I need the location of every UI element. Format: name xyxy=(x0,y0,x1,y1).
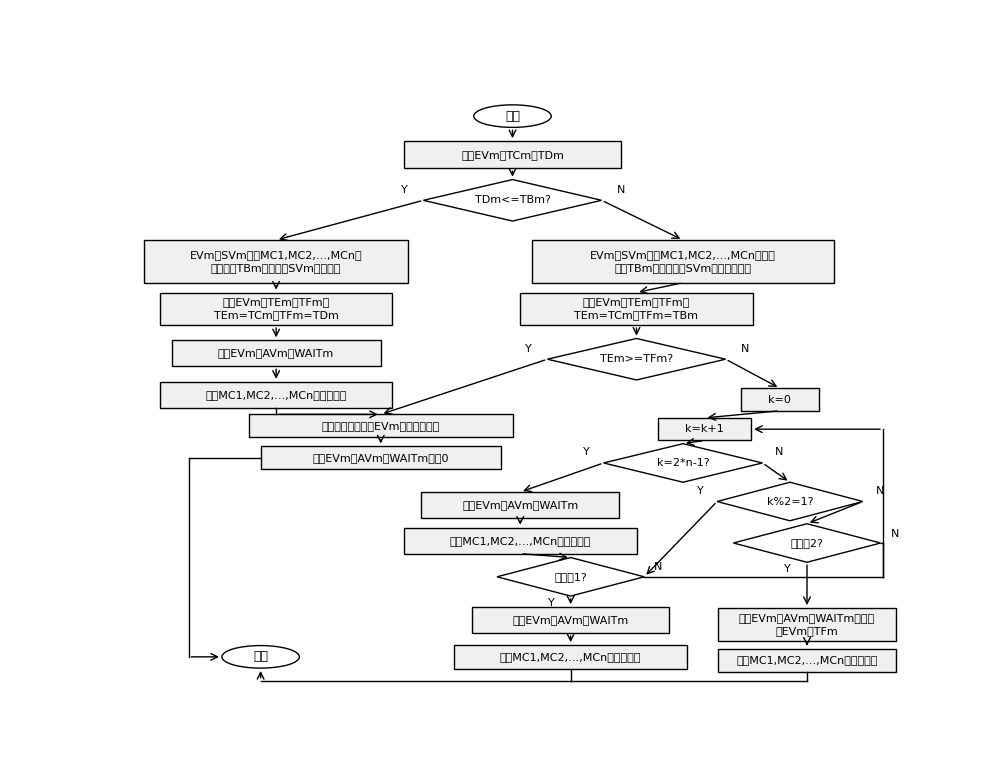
Text: 更新MC1,MC2,…,MCn的工作状态: 更新MC1,MC2,…,MCn的工作状态 xyxy=(450,536,591,546)
Text: k=k+1: k=k+1 xyxy=(685,424,724,434)
Text: 更新MC1,MC2,…,MCn的工作状态: 更新MC1,MC2,…,MCn的工作状态 xyxy=(205,390,347,400)
Text: 计算EVm的AVm和WAITm: 计算EVm的AVm和WAITm xyxy=(512,615,629,625)
Text: N: N xyxy=(775,447,784,457)
Text: 充电服务站无法为EVm提供充电服务: 充电服务站无法为EVm提供充电服务 xyxy=(322,420,440,430)
Polygon shape xyxy=(604,444,762,482)
Text: 更新MC1,MC2,…,MCn的工作状态: 更新MC1,MC2,…,MCn的工作状态 xyxy=(736,655,878,665)
Text: N: N xyxy=(876,486,884,496)
Text: 计算EVm的TEm和TFm：
TEm=TCm；TFm=TDm: 计算EVm的TEm和TFm： TEm=TCm；TFm=TDm xyxy=(214,297,339,320)
Text: 更新MC1,MC2,…,MCn的工作状态: 更新MC1,MC2,…,MCn的工作状态 xyxy=(500,652,641,662)
Polygon shape xyxy=(717,482,863,521)
Text: 开始: 开始 xyxy=(505,109,520,122)
FancyBboxPatch shape xyxy=(144,240,408,283)
Text: N: N xyxy=(741,343,749,353)
Text: 计算EVm的AVm和WAITm: 计算EVm的AVm和WAITm xyxy=(462,500,578,510)
Text: 计算EVm的AVm和WAITm，并更
新EVm的TFm: 计算EVm的AVm和WAITm，并更 新EVm的TFm xyxy=(739,613,875,635)
FancyBboxPatch shape xyxy=(718,648,896,672)
FancyBboxPatch shape xyxy=(520,293,753,325)
Text: 计算EVm的TEm和TFm：
TEm=TCm；TFm=TBm: 计算EVm的TEm和TFm： TEm=TCm；TFm=TBm xyxy=(574,297,698,320)
FancyBboxPatch shape xyxy=(249,414,512,437)
Polygon shape xyxy=(547,339,726,380)
Text: 结束: 结束 xyxy=(253,651,268,663)
Polygon shape xyxy=(423,179,602,221)
Polygon shape xyxy=(733,524,881,562)
FancyBboxPatch shape xyxy=(160,293,392,325)
FancyBboxPatch shape xyxy=(421,492,619,518)
Text: 设置EVm的AVm和WAITm均为0: 设置EVm的AVm和WAITm均为0 xyxy=(312,453,449,463)
Text: Y: Y xyxy=(401,185,407,195)
Text: Y: Y xyxy=(583,447,590,457)
FancyBboxPatch shape xyxy=(261,447,501,469)
Text: TEm>=TFm?: TEm>=TFm? xyxy=(600,354,673,364)
Text: k=2*n-1?: k=2*n-1? xyxy=(657,458,709,468)
Ellipse shape xyxy=(474,105,551,127)
Text: Y: Y xyxy=(697,486,703,496)
Polygon shape xyxy=(497,557,644,596)
Text: N: N xyxy=(654,562,662,572)
Text: N: N xyxy=(617,185,625,195)
FancyBboxPatch shape xyxy=(658,418,751,440)
Text: 计算EVm的TCm和TDm: 计算EVm的TCm和TDm xyxy=(461,149,564,159)
FancyBboxPatch shape xyxy=(160,382,392,408)
Text: Y: Y xyxy=(548,598,555,608)
Text: EVm的SVm能被MC1,MC2,…,MCn满
足，且在TBm前可完成SVm的充电量: EVm的SVm能被MC1,MC2,…,MCn满 足，且在TBm前可完成SVm的充… xyxy=(190,250,362,273)
Text: EVm的SVm能被MC1,MC2,…,MCn满足，
但在TBm前只能完成SVm的部分充电量: EVm的SVm能被MC1,MC2,…,MCn满足， 但在TBm前只能完成SVm的… xyxy=(590,250,776,273)
FancyBboxPatch shape xyxy=(454,645,687,668)
Text: Y: Y xyxy=(525,343,531,353)
Text: k%2=1?: k%2=1? xyxy=(767,497,813,507)
FancyBboxPatch shape xyxy=(532,240,834,283)
Text: N: N xyxy=(890,528,899,538)
FancyBboxPatch shape xyxy=(472,607,669,633)
FancyBboxPatch shape xyxy=(741,388,819,410)
Text: k=0: k=0 xyxy=(768,394,791,404)
FancyBboxPatch shape xyxy=(718,608,896,641)
FancyBboxPatch shape xyxy=(172,340,381,367)
Text: TDm<=TBm?: TDm<=TBm? xyxy=(475,196,550,206)
Ellipse shape xyxy=(222,645,299,668)
FancyBboxPatch shape xyxy=(404,527,637,554)
Text: 计算EVm的AVm和WAITm: 计算EVm的AVm和WAITm xyxy=(218,348,334,358)
FancyBboxPatch shape xyxy=(404,141,621,169)
Text: 满足式1?: 满足式1? xyxy=(554,572,587,582)
Text: Y: Y xyxy=(784,564,791,574)
Text: 满足式2?: 满足式2? xyxy=(791,538,823,548)
